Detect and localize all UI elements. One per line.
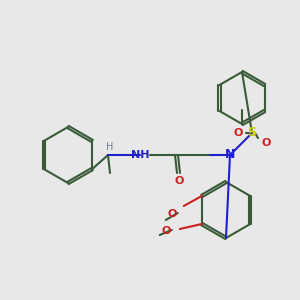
Text: O: O — [233, 128, 243, 138]
Text: N: N — [225, 148, 235, 161]
Text: H: H — [106, 142, 114, 152]
Text: O: O — [174, 176, 184, 186]
Text: O: O — [161, 226, 170, 236]
Text: S: S — [248, 127, 256, 140]
Text: O: O — [261, 138, 271, 148]
Text: NH: NH — [131, 150, 149, 160]
Text: O: O — [167, 209, 176, 219]
